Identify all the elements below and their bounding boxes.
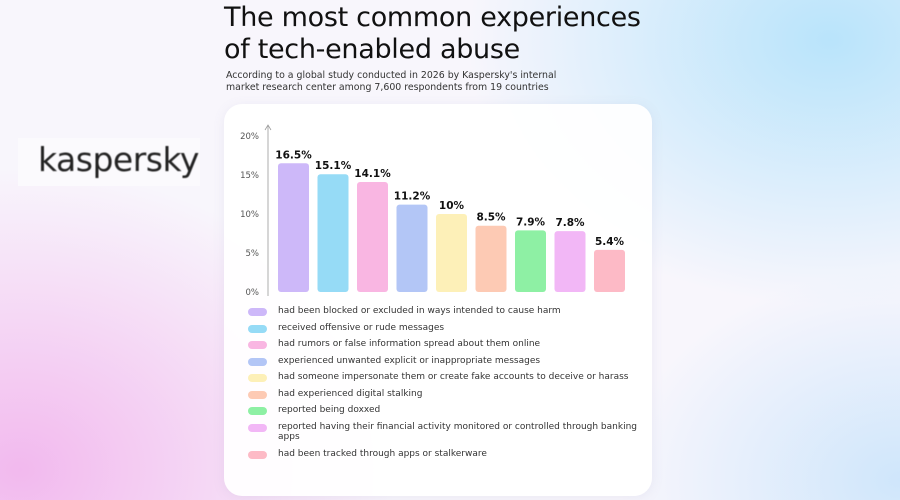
legend-item: received offensive or rude messages [248,323,638,334]
legend-label: had someone impersonate them or create f… [278,372,629,382]
legend-label: had been blocked or excluded in ways int… [278,306,561,316]
bar-value-label: 7.9% [516,216,546,228]
brand-logo-box: kaspersky [18,138,200,186]
legend-label: had been tracked through apps or stalker… [278,448,487,459]
legend-swatch [248,357,267,366]
legend-label: reported having their financial activity… [278,421,637,443]
legend-label: had experienced digital stalking [278,388,423,399]
bar-value-label: 11.2% [394,191,431,203]
page-title: The most common experiences of tech-enab… [224,2,704,66]
page-subtitle: According to a global study conducted in… [226,70,586,94]
legend-swatch [248,324,267,333]
legend-swatch [248,407,267,415]
legend-swatch [248,308,267,316]
title-line-1: The most common experiences [224,2,641,33]
y-tick-label: 20% [240,132,259,142]
legend-label: received offensive or rude messages [278,322,445,333]
legend-item: experienced unwanted explicit or inappro… [248,356,638,367]
legend-item: had been blocked or excluded in ways int… [248,306,638,317]
legend-label: had rumors or false information spread a… [278,339,541,349]
y-tick-label: 15% [240,171,259,181]
y-tick-label: 0% [246,288,260,298]
legend-swatch [248,390,267,399]
bars-group: 16.5%15.1%14.1%11.2% 10% 8.5% 7.9% 7.8% 5.4% [275,149,625,292]
legend-item: had someone impersonate them or create f… [248,372,638,383]
bar [554,231,586,292]
bar [436,214,467,292]
legend-swatch [248,374,267,382]
legend-label: reported being doxxed [278,405,381,415]
y-axis-arrow [264,124,272,131]
bar [317,174,349,292]
bar-value-label: 14.1% [354,168,391,180]
legend-swatch [248,341,267,349]
legend-item: reported having their financial activity… [248,422,638,443]
brand-logo: kaspersky [38,140,199,179]
bar [357,182,388,292]
bar-value-label: 8.5% [476,212,506,224]
legend-swatch [248,423,267,432]
bar-value-label: 15.1% [315,160,352,172]
bar [396,204,428,292]
title-line-2: of tech-enabled abuse [224,34,520,65]
bar [594,249,625,292]
bar-value-label: 7.8% [555,217,585,229]
bar-value-label: 5.4% [595,236,625,248]
bar-chart: 0% 5% 10% 15% 20% 16.5%15.1%14.1%11.2% 10% 8.5… [240,124,625,298]
legend-item: reported being doxxed [248,405,638,416]
bar-value-label: 10% [439,200,465,212]
legend-item: had experienced digital stalking [248,389,638,400]
bar [515,230,546,292]
chart-card: 0% 5% 10% 15% 20% 16.5% 15.1% 14.1% 11.2% 10% 8.5… [224,104,652,496]
y-tick-label: 10% [240,210,259,220]
legend-item: had rumors or false information spread a… [248,339,638,350]
y-axis-ticks: 0% 5% 10% 15% 20% [240,132,259,298]
subtitle-line-1: According to a global study conducted in… [226,70,557,81]
legend-item: had been tracked through apps or stalker… [248,449,638,460]
subtitle-line-2: market research center among 7,600 respo… [226,82,549,93]
bar-value-label: 16.5% [275,149,312,161]
bar [278,163,309,292]
bar [475,225,507,292]
legend-label: experienced unwanted explicit or inappro… [278,355,541,366]
legend: had been blocked or excluded in ways int… [248,306,638,465]
legend-swatch [248,450,267,459]
y-tick-label: 5% [246,249,260,259]
